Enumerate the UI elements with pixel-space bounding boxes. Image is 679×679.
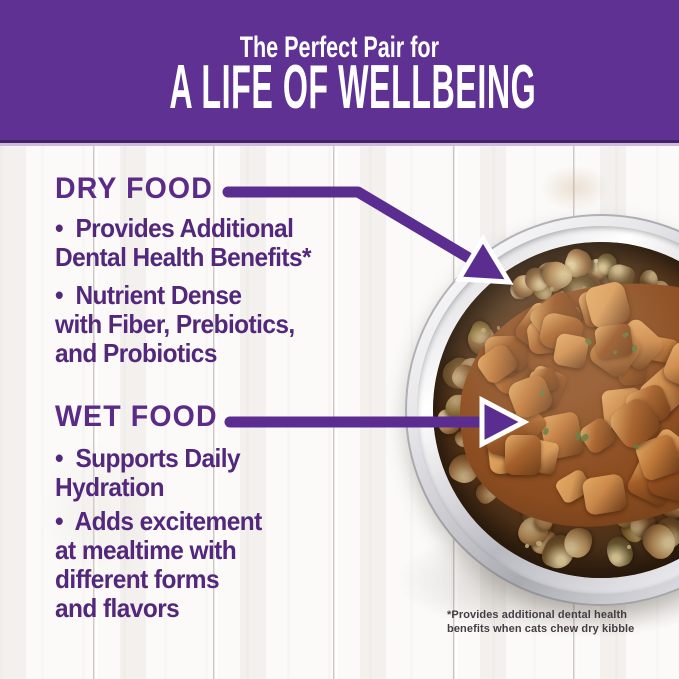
- bullet-line: • Adds excitement: [55, 506, 262, 536]
- wood-stain: [40, 440, 150, 590]
- dry-food-bullet-2: • Nutrient Dense with Fiber, Prebiotics,…: [55, 281, 295, 368]
- footnote-line: benefits when cats chew dry kibble: [447, 622, 635, 635]
- bullet-line: different forms: [55, 564, 220, 594]
- dry-food-heading: DRY FOOD: [55, 172, 213, 205]
- kibble-crumb: [593, 258, 598, 263]
- bullet-line: • Supports Daily: [55, 443, 241, 473]
- dry-food-bullet-1: • Provides Additional Dental Health Bene…: [55, 214, 311, 272]
- wet-food-chunk: [552, 332, 590, 370]
- bullet-line: with Fiber, Prebiotics,: [55, 309, 295, 339]
- wet-food-bullet-2: • Adds excitement at mealtime with diffe…: [55, 507, 262, 623]
- kibble-crumb: [524, 544, 529, 549]
- bullet-line: and Probiotics: [55, 338, 217, 368]
- banner-bottom-highlight: [0, 143, 679, 146]
- header-subtitle: The Perfect Pair for: [239, 31, 440, 64]
- kibble-crumb: [550, 287, 555, 292]
- bullet-line: • Nutrient Dense: [55, 280, 242, 310]
- bullet-line: Hydration: [55, 472, 165, 502]
- wood-stain: [540, 165, 610, 211]
- wet-food-chunk: [505, 434, 542, 475]
- kibble-crumb: [536, 540, 542, 547]
- wet-food-heading: WET FOOD: [55, 400, 218, 433]
- kibble-crumb: [626, 544, 632, 550]
- kibble-crumb: [457, 372, 460, 375]
- bullet-line: and flavors: [55, 593, 180, 623]
- bullet-line: • Provides Additional: [55, 213, 294, 243]
- kibble-crumb: [480, 327, 487, 333]
- kibble-crumb: [651, 272, 654, 276]
- bullet-line: Dental Health Benefits*: [55, 242, 311, 272]
- header-banner: The Perfect Pair for A LIFE OF WELLBEING: [0, 0, 679, 143]
- footnote-line: *Provides additional dental health: [447, 609, 628, 621]
- herb-fleck: [631, 344, 638, 353]
- bullet-line: at mealtime with: [55, 535, 237, 565]
- kibble-crumb: [468, 474, 472, 478]
- wet-food-chunk: [581, 472, 628, 516]
- header-title: A LIFE OF WELLBEING: [169, 53, 537, 122]
- footnote: *Provides additional dental health benef…: [447, 609, 634, 636]
- wet-food-bullet-1: • Supports Daily Hydration: [55, 443, 241, 502]
